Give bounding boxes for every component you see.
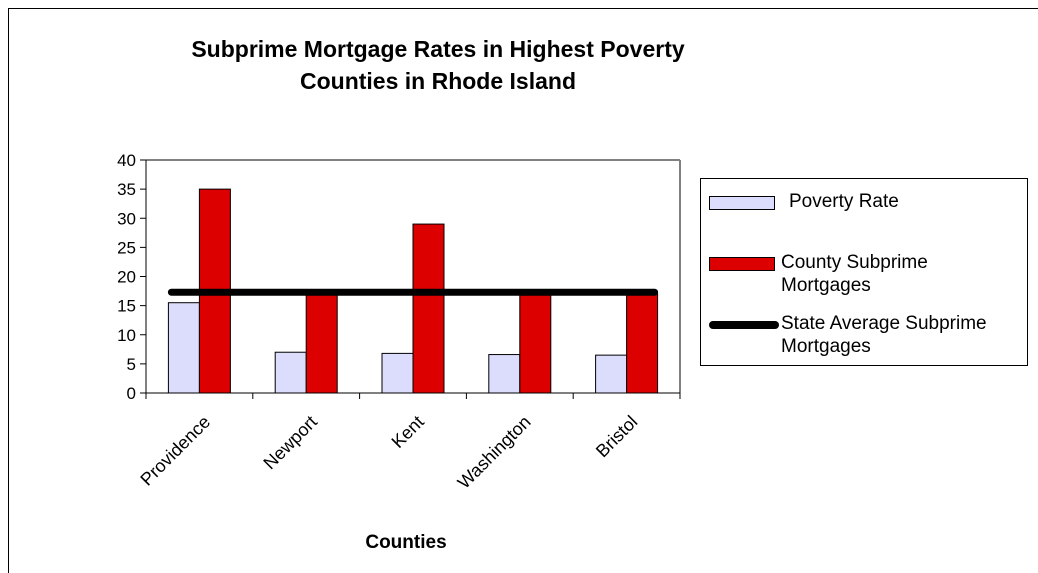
y-tick-label-25: 25: [117, 238, 136, 257]
legend-swatch-county-subprime: [709, 257, 775, 271]
legend-line-state-average: [709, 321, 779, 329]
y-tick-label-0: 0: [127, 384, 136, 403]
x-tick-label-newport: Newport: [259, 412, 321, 474]
x-tick-label-bristol: Bristol: [592, 412, 642, 462]
y-tick-label-35: 35: [117, 180, 136, 199]
bar-poverty-rate-kent: [381, 352, 414, 394]
bar-poverty-rate-washington: [488, 354, 521, 394]
bar-poverty-rate-newport: [274, 351, 307, 394]
legend-label-poverty-rate: Poverty Rate: [789, 191, 899, 212]
legend-swatch-poverty-rate: [709, 196, 775, 210]
y-tick-label-20: 20: [117, 268, 136, 287]
legend-label-county-subprime: County Subprime Mortgages: [781, 252, 928, 296]
bar-county-subprime-mortgages-newport: [305, 293, 338, 394]
x-axis-title: Counties: [365, 532, 446, 553]
bar-county-subprime-mortgages-washington: [519, 293, 552, 394]
bar-county-subprime-mortgages-kent: [412, 223, 445, 394]
bar-poverty-rate-bristol: [595, 354, 628, 394]
bar-poverty-rate-providence: [167, 302, 200, 394]
legend-entry-county-subprime: County Subprime Mortgages: [709, 251, 1011, 297]
y-tick-label-10: 10: [117, 326, 136, 345]
legend: Poverty Rate County Subprime Mortgages S…: [700, 178, 1028, 366]
legend-entry-poverty-rate: Poverty Rate: [709, 190, 1019, 213]
y-tick-label-5: 5: [127, 355, 136, 374]
y-tick-label-30: 30: [117, 209, 136, 228]
bar-county-subprime-mortgages-bristol: [626, 293, 659, 394]
y-tick-label-40: 40: [117, 151, 136, 170]
chart-title: Subprime Mortgage Rates in Highest Pover…: [178, 33, 698, 97]
x-tick-label-washington: Washington: [454, 412, 535, 493]
legend-label-state-average: State Average Subprime Mortgages: [781, 313, 987, 357]
x-tick-label-providence: Providence: [136, 412, 214, 490]
chart-title-line-2: Counties in Rhode Island: [299, 68, 576, 94]
legend-entry-state-average: State Average Subprime Mortgages: [709, 312, 1011, 358]
y-tick-label-15: 15: [117, 297, 136, 316]
x-tick-label-kent: Kent: [388, 412, 428, 452]
chart-title-line-1: Subprime Mortgage Rates in Highest Pover…: [191, 36, 685, 62]
